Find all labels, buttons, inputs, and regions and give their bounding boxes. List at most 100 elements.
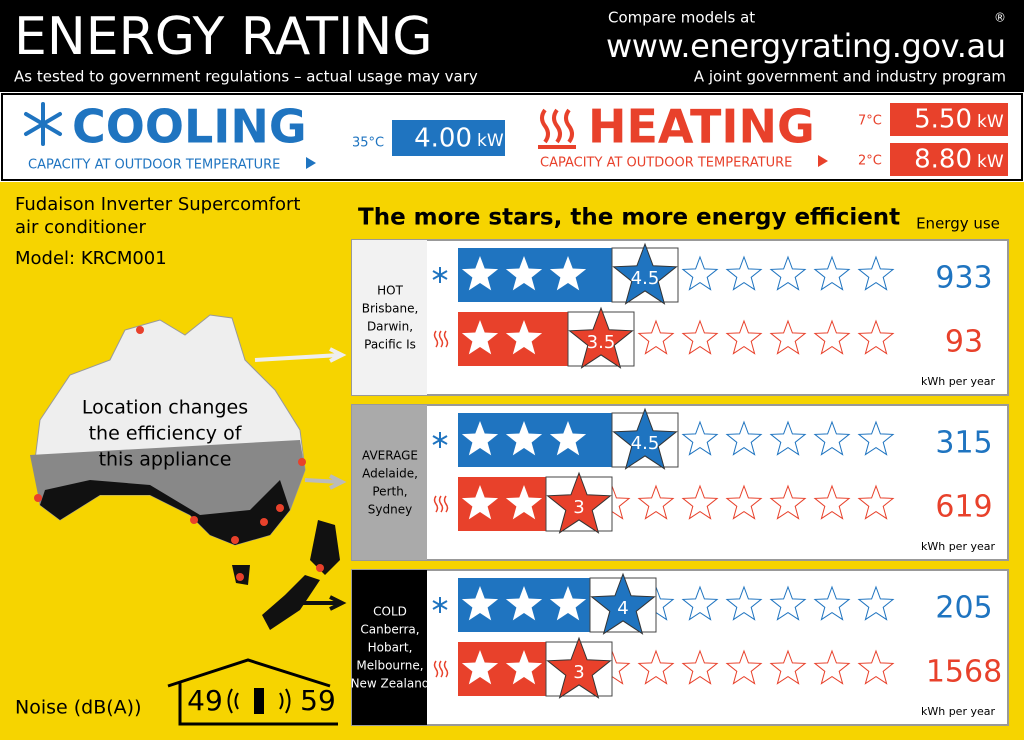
zone-place: Canberra, — [360, 623, 419, 637]
program-text: A joint government and industry program — [694, 68, 1006, 86]
header-title: ENERGY RATING — [14, 7, 433, 67]
outline-star — [769, 255, 807, 291]
filled-star — [461, 485, 499, 520]
rating-value: 3.5 — [587, 332, 616, 353]
filled-star — [549, 586, 587, 621]
noise-indoor: 49 — [187, 684, 223, 717]
filled-star — [505, 650, 543, 685]
outline-star — [857, 420, 895, 456]
australia-south — [40, 480, 290, 545]
map-caption: Location changes — [82, 397, 248, 419]
filled-star — [549, 256, 587, 291]
zone-place: Pacific Is — [364, 338, 416, 352]
outline-star — [725, 484, 763, 520]
house-icon — [167, 658, 338, 726]
outline-star — [813, 585, 851, 621]
cooling-rating: 4 — [432, 572, 895, 635]
snowflake-icon — [432, 597, 448, 613]
zone-label-box — [352, 570, 427, 725]
filled-star — [505, 421, 543, 456]
cooling-capacity-box — [392, 120, 505, 156]
outline-star — [725, 255, 763, 291]
energy-unit: kWh per year — [921, 540, 996, 553]
heating-rating: 3 — [433, 471, 895, 534]
cooling-temperature: 35°C — [352, 136, 384, 151]
filled-star — [505, 586, 543, 621]
outline-star — [769, 420, 807, 456]
header-band — [0, 0, 1024, 92]
outline-star — [725, 319, 763, 355]
heating-rows: 7°C 5.50 kW 2°C 8.80 kW — [858, 103, 1008, 176]
rating-star — [612, 407, 678, 470]
cooling-rating: 4.5 — [432, 407, 895, 470]
product-model: Model: KRCM001 — [15, 248, 167, 269]
outline-star — [769, 649, 807, 685]
registered-mark: ® — [994, 11, 1006, 25]
outline-star — [769, 319, 807, 355]
filled-star — [461, 586, 499, 621]
wall-icon — [254, 688, 264, 714]
zone-panel — [351, 404, 1009, 561]
cooling-energy: 933 — [935, 261, 992, 296]
rating-star — [546, 471, 612, 534]
zone-panel — [351, 569, 1009, 726]
heating-unit: kW — [977, 152, 1004, 172]
outline-star — [725, 420, 763, 456]
heat-icon — [433, 495, 449, 513]
rating-value: 4 — [617, 598, 628, 619]
url: www.energyrating.gov.au — [606, 27, 1006, 65]
outline-star — [637, 649, 675, 685]
zone-label-box — [352, 405, 427, 560]
cooling-title: COOLING — [72, 100, 307, 154]
zone-place: Darwin, — [367, 320, 413, 334]
outline-star — [681, 319, 719, 355]
heating-energy: 93 — [945, 325, 983, 360]
filled-star — [461, 421, 499, 456]
new-zealand-north — [310, 520, 340, 575]
filled-star — [549, 421, 587, 456]
product-name: air conditioner — [15, 217, 146, 238]
heating-rating: 3.5 — [433, 306, 895, 369]
rating-star — [568, 306, 634, 369]
heating-temperature: 7°C — [858, 114, 882, 129]
zone-name: COLD — [373, 605, 407, 619]
zone-place: New Zealand — [351, 677, 430, 691]
map-caption: the efficiency of — [89, 423, 243, 445]
header-subtitle: As tested to government regulations – ac… — [14, 68, 478, 86]
snowflake-icon — [432, 432, 448, 448]
rating-value: 3 — [573, 497, 584, 518]
rating-value: 3 — [573, 662, 584, 683]
zone-place: Melbourne, — [356, 659, 423, 673]
capacity-band — [1, 93, 1023, 181]
arrow-average — [304, 474, 347, 490]
heating-energy: 1568 — [926, 655, 1002, 690]
cooling-energy: 315 — [935, 426, 992, 461]
outline-star — [813, 420, 851, 456]
arrow-cold — [300, 595, 347, 611]
heat-icon — [538, 108, 576, 149]
outline-star — [725, 585, 763, 621]
outline-star — [813, 649, 851, 685]
heating-title: HEATING — [588, 100, 815, 154]
heating-caption: CAPACITY AT OUTDOOR TEMPERATURE — [540, 156, 792, 171]
zone-place: Perth, — [372, 485, 407, 499]
zone-name: AVERAGE — [362, 449, 418, 463]
arrow-hot — [254, 347, 347, 363]
map: Location changes the efficiency of this … — [30, 314, 347, 630]
outline-star — [725, 649, 763, 685]
new-zealand-south — [262, 575, 320, 630]
city-dots — [34, 326, 324, 581]
filled-star — [461, 650, 499, 685]
sound-icon — [227, 688, 291, 714]
compare-text: Compare models at — [608, 9, 755, 27]
filled-star — [505, 256, 543, 291]
heating-capacity: 8.80 — [914, 145, 972, 175]
filled-star — [461, 320, 499, 355]
rating-star — [590, 572, 656, 635]
outline-star — [681, 255, 719, 291]
rating-box — [545, 641, 613, 697]
outline-star — [681, 649, 719, 685]
